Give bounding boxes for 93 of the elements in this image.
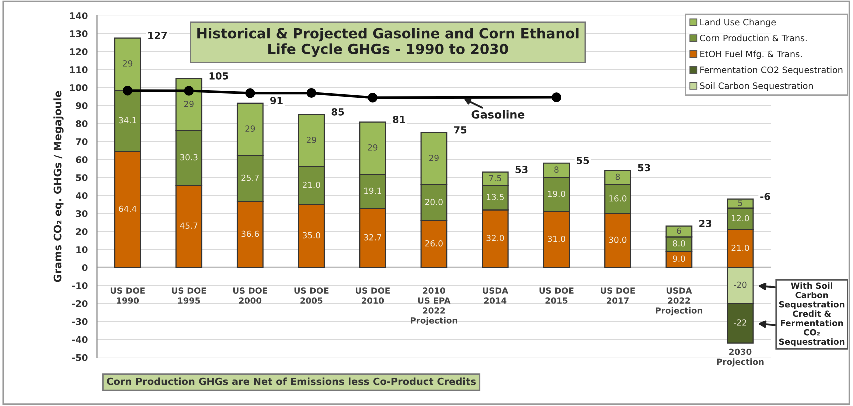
x-tick-label: 2030 Projection bbox=[717, 348, 764, 367]
legend-label: EtOH Fuel Mfg. & Trans. bbox=[700, 50, 802, 60]
total-label: 105 bbox=[210, 72, 228, 80]
y-tick-label: 130 bbox=[70, 30, 88, 38]
data-label: 8.0 bbox=[673, 240, 686, 247]
total-label: 55 bbox=[577, 157, 590, 164]
data-label: 13.5 bbox=[487, 194, 504, 200]
total-label: 53 bbox=[516, 166, 528, 174]
data-label: -22 bbox=[734, 320, 746, 326]
text: Historical & Projected Gasoline and Corn Ethanol Life Cycle GHGs - 1990 to 2030 bbox=[198, 28, 579, 58]
data-label: 29 bbox=[123, 60, 133, 67]
data-label: 16.0 bbox=[610, 195, 627, 202]
legend-label: Fermentation CO2 Sequestration bbox=[700, 66, 843, 76]
point bbox=[552, 92, 562, 102]
y-tick-label: 30 bbox=[76, 210, 88, 218]
data-label: 21.0 bbox=[732, 244, 750, 252]
data-label: 32.7 bbox=[364, 234, 382, 241]
x-tick-label: US DOE 1990 bbox=[110, 288, 145, 304]
y-tick-label: 70 bbox=[76, 138, 88, 146]
data-label: 29 bbox=[184, 101, 194, 108]
total-label: 53 bbox=[638, 164, 650, 172]
y-tick-label: 110 bbox=[70, 66, 88, 74]
legend-label: Land Use Change bbox=[700, 18, 776, 28]
total-label: 85 bbox=[332, 108, 344, 116]
y-tick-label: 100 bbox=[70, 84, 88, 92]
data-label: 29 bbox=[306, 136, 316, 144]
data-label: 19.0 bbox=[548, 190, 566, 198]
y-tick-label: 20 bbox=[76, 228, 88, 236]
data-label: 34.1 bbox=[119, 117, 136, 124]
x-tick-label: US DOE 2000 bbox=[233, 288, 268, 304]
legend-label: Soil Carbon Sequestration bbox=[700, 82, 813, 91]
data-label: 64.4 bbox=[119, 206, 137, 212]
y-tick-label: -20 bbox=[72, 300, 88, 308]
y-tick-label: 120 bbox=[70, 48, 88, 56]
x-tick-label: USDA 2022 Projection bbox=[656, 288, 703, 316]
y-tick-label: -10 bbox=[72, 282, 88, 290]
data-label: 26.0 bbox=[426, 240, 443, 247]
data-label: 21.0 bbox=[302, 182, 320, 188]
data-label: 32.0 bbox=[486, 235, 504, 242]
y-tick-label: -30 bbox=[72, 318, 88, 326]
point bbox=[184, 86, 194, 96]
total-label: -6 bbox=[760, 193, 770, 200]
total-label: 127 bbox=[148, 32, 167, 40]
text: Corn Production GHGs are Net of Emissions less Co-Product Credits bbox=[107, 378, 476, 386]
text: With Soil Carbon Sequestration Credit & Fermentation CO₂ Sequestration bbox=[779, 282, 845, 347]
data-label: 31.0 bbox=[548, 236, 566, 242]
data-label: 30.0 bbox=[609, 236, 627, 244]
data-label: 6 bbox=[677, 228, 682, 234]
data-label: 36.6 bbox=[242, 230, 260, 238]
y-tick-label: 140 bbox=[70, 12, 88, 20]
y-tick-label: 50 bbox=[76, 174, 88, 182]
point bbox=[246, 88, 256, 98]
data-label: 29 bbox=[246, 126, 256, 132]
data-label: 8 bbox=[616, 174, 620, 180]
annotation: Gasoline bbox=[472, 110, 525, 119]
data-label: -20 bbox=[734, 282, 747, 288]
point bbox=[123, 86, 133, 96]
y-tick-label: 90 bbox=[76, 102, 88, 110]
data-label: 5 bbox=[738, 200, 742, 206]
total-label: 81 bbox=[393, 116, 406, 124]
x-tick-label: USDA 2014 bbox=[483, 288, 508, 304]
data-label: 35.0 bbox=[303, 232, 320, 239]
x-tick-label: US DOE 1995 bbox=[172, 288, 206, 304]
data-label: 29 bbox=[429, 154, 439, 162]
total-label: 23 bbox=[700, 220, 712, 228]
y-tick-label: 10 bbox=[76, 246, 88, 254]
legend-label: Corn Production & Trans. bbox=[700, 34, 807, 42]
x-tick-label: US DOE 2015 bbox=[540, 288, 574, 304]
data-label: 19.1 bbox=[364, 188, 382, 194]
x-tick-label: US DOE 2017 bbox=[601, 288, 636, 304]
y-tick-label: 80 bbox=[76, 120, 88, 128]
y-tick-label: -50 bbox=[72, 354, 88, 362]
total-label: 91 bbox=[270, 97, 283, 104]
data-label: 20.0 bbox=[426, 199, 443, 206]
y-tick-label: -40 bbox=[72, 336, 88, 344]
data-label: 12.0 bbox=[732, 215, 750, 222]
point bbox=[368, 93, 378, 103]
data-label: 9.0 bbox=[673, 256, 686, 262]
data-label: 7.5 bbox=[489, 175, 502, 182]
y-tick-label: 60 bbox=[76, 156, 88, 164]
y-tick-label: 40 bbox=[76, 192, 88, 200]
y-axis-title: Grams CO₂ eq. GHGs / Megajoule bbox=[54, 91, 64, 282]
x-tick-label: 2010 US EPA 2022 Projection bbox=[411, 288, 458, 326]
point bbox=[306, 88, 317, 98]
data-label: 25.7 bbox=[242, 174, 259, 182]
x-tick-label: US DOE 2005 bbox=[294, 288, 329, 304]
y-tick-label: 0 bbox=[82, 264, 88, 272]
x-tick-label: US DOE 2010 bbox=[356, 288, 390, 304]
data-label: 29 bbox=[368, 144, 378, 151]
data-label: 45.7 bbox=[180, 222, 198, 230]
data-label: 8 bbox=[554, 166, 559, 173]
data-label: 30.3 bbox=[180, 154, 198, 161]
total-label: 75 bbox=[454, 126, 467, 134]
